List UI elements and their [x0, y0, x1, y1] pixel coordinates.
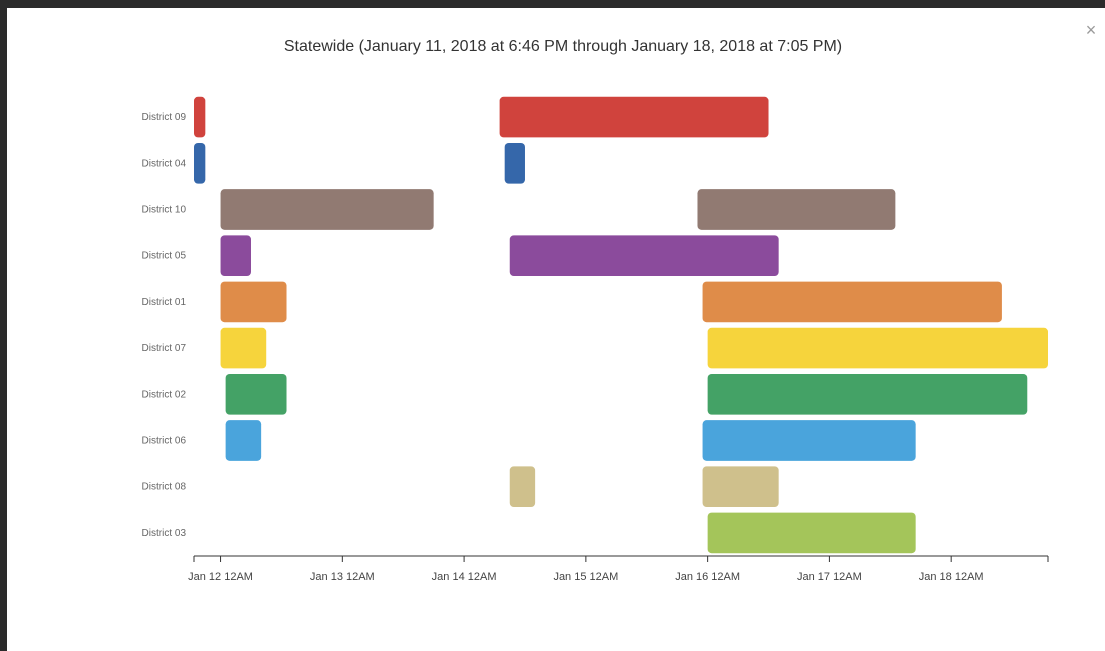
chart-title: Statewide (January 11, 2018 at 6:46 PM t… — [284, 38, 842, 55]
x-tick-label: Jan 17 12AM — [797, 571, 862, 583]
gantt-bar — [225, 420, 262, 461]
gantt-bar — [707, 327, 1048, 369]
y-tick-label: District 06 — [142, 436, 187, 447]
y-tick-label: District 07 — [142, 343, 187, 354]
gantt-chart: Statewide (January 11, 2018 at 6:46 PM t… — [142, 38, 1049, 583]
x-tick-label: Jan 15 12AM — [553, 571, 618, 583]
gantt-bar — [504, 142, 525, 184]
gantt-bar — [707, 373, 1028, 415]
gantt-bar — [509, 235, 779, 277]
close-icon[interactable]: × — [1085, 20, 1097, 40]
gantt-bar — [509, 466, 536, 508]
gantt-bar — [220, 189, 434, 230]
chart-marks: District 09 District 04 District 10 Distric… — [142, 96, 1049, 583]
gantt-bar — [697, 189, 896, 230]
x-tick-label: Jan 13 12AM — [310, 571, 375, 583]
gantt-bar — [194, 96, 206, 138]
gantt-bar — [225, 373, 287, 415]
y-tick-label: District 09 — [142, 112, 187, 123]
chart-dialog: × Statewide (January 11, 2018 at 6:46 PM… — [7, 8, 1105, 651]
x-tick-label: Jan 18 12AM — [919, 571, 984, 583]
y-tick-label: District 10 — [142, 205, 187, 216]
gantt-bar — [707, 512, 916, 554]
gantt-bar — [702, 281, 1002, 323]
y-tick-label: District 08 — [142, 482, 187, 493]
y-tick-label: District 02 — [142, 389, 187, 400]
y-tick-label: District 05 — [142, 251, 187, 262]
gantt-bar — [220, 327, 267, 369]
gantt-bar — [220, 235, 251, 277]
gantt-bar — [702, 420, 916, 461]
x-tick-label: Jan 12 12AM — [188, 571, 253, 583]
gantt-bar — [220, 281, 287, 323]
y-tick-label: District 01 — [142, 297, 187, 308]
x-tick-label: Jan 14 12AM — [432, 571, 497, 583]
gantt-bar — [702, 466, 779, 508]
y-tick-label: District 03 — [142, 528, 187, 539]
x-tick-label: Jan 16 12AM — [675, 571, 740, 583]
gantt-bar — [194, 142, 206, 184]
gantt-bar — [499, 96, 769, 138]
y-tick-label: District 04 — [142, 158, 187, 169]
